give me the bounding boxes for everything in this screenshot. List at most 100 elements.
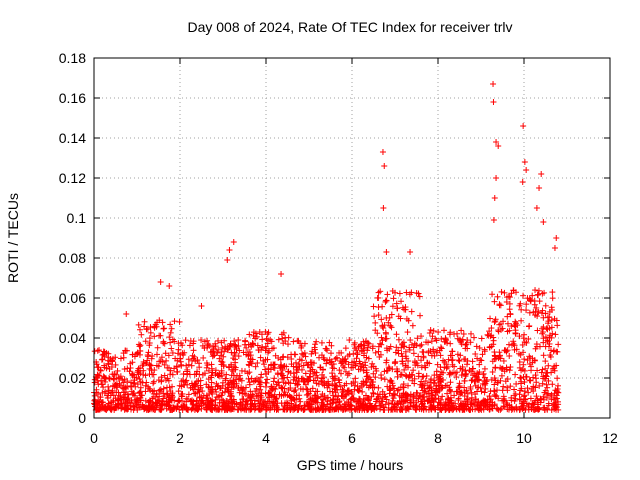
data-point [177, 355, 184, 362]
data-point [275, 379, 282, 386]
data-point [197, 399, 204, 406]
data-point [151, 367, 158, 374]
data-point [221, 348, 228, 355]
data-point [136, 343, 143, 350]
x-tick-label: 10 [516, 430, 532, 446]
data-point [120, 397, 127, 404]
data-point [127, 402, 134, 409]
data-point [96, 372, 103, 379]
y-tick-label: 0.06 [59, 290, 86, 306]
data-point-peak [493, 175, 500, 181]
data-point [168, 345, 175, 352]
data-point [284, 406, 291, 413]
data-point [540, 352, 547, 359]
data-point [215, 382, 222, 389]
data-point [242, 337, 249, 344]
data-point [229, 404, 236, 411]
data-point [136, 389, 143, 396]
data-point [274, 400, 281, 407]
data-point [147, 398, 154, 405]
data-point [235, 337, 242, 344]
data-point [264, 376, 271, 383]
data-point [178, 383, 185, 390]
data-point [149, 353, 156, 360]
data-point [202, 404, 209, 411]
data-point [116, 375, 123, 382]
data-point [277, 361, 284, 368]
data-point [369, 360, 376, 367]
data-point [162, 377, 169, 384]
data-point [154, 344, 161, 351]
data-point [272, 386, 279, 393]
data-point [115, 389, 122, 396]
data-point [229, 403, 236, 410]
data-point [291, 351, 298, 358]
data-point [261, 361, 268, 368]
data-point [258, 331, 265, 338]
data-point [167, 339, 174, 346]
data-point [167, 396, 174, 403]
data-point [178, 391, 185, 398]
data-point [356, 387, 363, 394]
data-point [169, 349, 176, 356]
data-point [148, 362, 155, 369]
data-point [192, 358, 199, 365]
data-point [279, 375, 286, 382]
data-point [409, 322, 416, 329]
data-point [175, 388, 182, 395]
data-point [95, 406, 102, 413]
data-point [171, 318, 178, 325]
x-tick-label: 4 [262, 430, 270, 446]
data-point [435, 329, 442, 336]
data-point [188, 380, 195, 387]
data-point [552, 331, 559, 338]
data-point [98, 377, 105, 384]
data-point [224, 381, 231, 388]
data-point [494, 293, 501, 300]
data-point [185, 356, 192, 363]
data-point [525, 389, 532, 396]
data-point [224, 343, 231, 350]
data-point [187, 337, 194, 344]
data-point [150, 400, 157, 407]
data-point [179, 404, 186, 411]
data-point [463, 361, 470, 368]
data-point [114, 384, 121, 391]
data-point [372, 319, 379, 326]
data-point [517, 374, 524, 381]
data-point [227, 342, 234, 349]
data-point [224, 398, 231, 405]
data-point [179, 342, 186, 349]
data-point [536, 298, 543, 305]
data-point [410, 350, 417, 357]
data-point [150, 380, 157, 387]
data-point [287, 385, 294, 392]
data-point-peak [491, 195, 498, 201]
data-point [175, 398, 182, 405]
data-point [149, 403, 156, 410]
data-point-peak [380, 205, 387, 211]
data-point [129, 351, 136, 358]
data-point [108, 357, 115, 364]
data-point-peak [533, 205, 540, 211]
data-point [243, 344, 250, 351]
data-point [539, 366, 546, 373]
data-point [231, 382, 238, 389]
data-point [126, 399, 133, 406]
data-point-peak [553, 235, 560, 241]
data-point [102, 406, 109, 413]
data-point [201, 370, 208, 377]
data-point-peak [381, 163, 388, 169]
data-point [447, 379, 454, 386]
data-point [417, 342, 424, 349]
data-point [168, 325, 175, 332]
data-point [262, 383, 269, 390]
data-point [375, 312, 382, 319]
data-point [127, 360, 134, 367]
data-point [228, 349, 235, 356]
data-point [205, 376, 212, 383]
data-point [278, 384, 285, 391]
data-point [147, 329, 154, 336]
data-point [138, 331, 145, 338]
data-point [142, 382, 149, 389]
